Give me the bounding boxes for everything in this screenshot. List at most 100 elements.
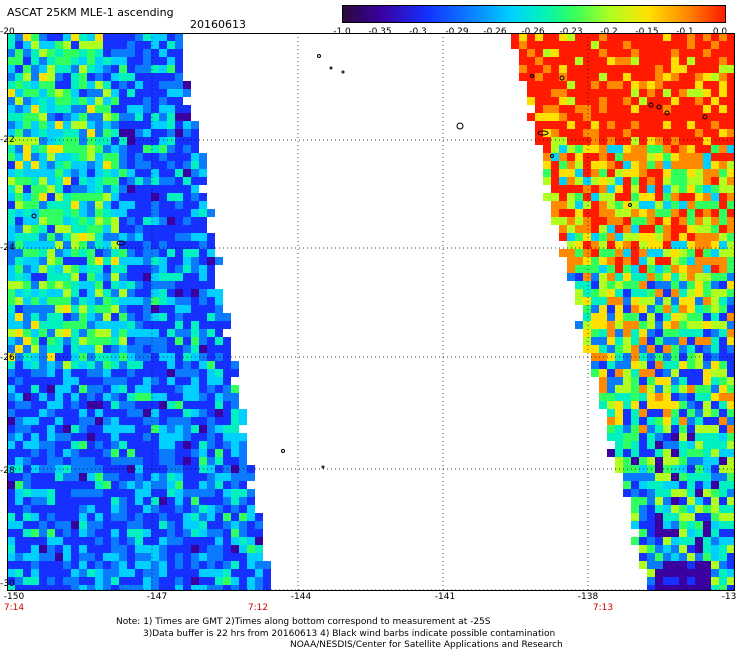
swath-pixel	[639, 145, 647, 153]
swath-pixel	[727, 41, 735, 49]
swath-pixel	[95, 385, 103, 393]
swath-pixel	[207, 585, 215, 591]
swath-pixel	[607, 385, 615, 393]
swath-pixel	[71, 433, 79, 441]
swath-pixel	[215, 441, 223, 449]
swath-pixel	[7, 313, 15, 321]
swath-pixel	[687, 169, 695, 177]
swath-pixel	[103, 73, 111, 81]
swath-pixel	[543, 33, 551, 41]
swath-pixel	[103, 33, 111, 41]
swath-pixel	[599, 105, 607, 113]
swath-pixel	[591, 89, 599, 97]
swath-pixel	[231, 457, 239, 465]
swath-pixel	[711, 409, 719, 417]
swath-pixel	[655, 193, 663, 201]
swath-pixel	[55, 113, 63, 121]
swath-pixel	[63, 473, 71, 481]
swath-pixel	[183, 257, 191, 265]
swath-pixel	[31, 289, 39, 297]
swath-pixel	[23, 105, 31, 113]
swath-pixel	[167, 489, 175, 497]
swath-pixel	[95, 89, 103, 97]
swath-pixel	[535, 65, 543, 73]
swath-pixel	[687, 273, 695, 281]
swath-pixel	[687, 289, 695, 297]
swath-pixel	[143, 369, 151, 377]
swath-pixel	[559, 217, 567, 225]
swath-pixel	[63, 417, 71, 425]
swath-pixel	[23, 241, 31, 249]
swath-pixel	[55, 49, 63, 57]
swath-pixel	[55, 297, 63, 305]
swath-pixel	[631, 425, 639, 433]
swath-pixel	[55, 345, 63, 353]
swath-pixel	[63, 121, 71, 129]
swath-pixel	[143, 561, 151, 569]
swath-pixel	[615, 249, 623, 257]
swath-pixel	[183, 545, 191, 553]
swath-pixel	[15, 401, 23, 409]
swath-pixel	[631, 89, 639, 97]
swath-pixel	[671, 57, 679, 65]
swath-pixel	[679, 81, 687, 89]
swath-pixel	[15, 449, 23, 457]
swath-pixel	[55, 505, 63, 513]
swath-pixel	[559, 49, 567, 57]
swath-pixel	[119, 177, 127, 185]
swath-pixel	[79, 521, 87, 529]
swath-pixel	[135, 177, 143, 185]
swath-pixel	[63, 497, 71, 505]
swath-pixel	[199, 513, 207, 521]
swath-pixel	[135, 521, 143, 529]
swath-pixel	[87, 561, 95, 569]
swath-pixel	[591, 145, 599, 153]
swath-pixel	[599, 393, 607, 401]
swath-pixel	[559, 225, 567, 233]
swath-pixel	[727, 313, 735, 321]
swath-pixel	[695, 129, 703, 137]
swath-pixel	[615, 273, 623, 281]
island-outline	[656, 104, 662, 110]
swath-pixel	[191, 249, 199, 257]
swath-pixel	[191, 153, 199, 161]
swath-pixel	[95, 177, 103, 185]
swath-pixel	[143, 89, 151, 97]
swath-pixel	[639, 289, 647, 297]
swath-pixel	[159, 257, 167, 265]
swath-pixel	[127, 73, 135, 81]
swath-pixel	[55, 401, 63, 409]
swath-pixel	[103, 57, 111, 65]
swath-pixel	[575, 97, 583, 105]
swath-pixel	[543, 129, 551, 137]
swath-pixel	[167, 257, 175, 265]
swath-pixel	[535, 41, 543, 49]
swath-pixel	[135, 361, 143, 369]
swath-pixel	[207, 561, 215, 569]
swath-pixel	[199, 257, 207, 265]
swath-pixel	[703, 161, 711, 169]
swath-pixel	[175, 185, 183, 193]
swath-pixel	[239, 449, 247, 457]
swath-pixel	[55, 105, 63, 113]
swath-pixel	[135, 513, 143, 521]
swath-pixel	[655, 209, 663, 217]
swath-pixel	[199, 233, 207, 241]
swath-pixel	[727, 577, 735, 585]
swath-pixel	[559, 113, 567, 121]
swath-pixel	[655, 345, 663, 353]
swath-pixel	[191, 305, 199, 313]
swath-pixel	[695, 577, 703, 585]
swath-pixel	[175, 105, 183, 113]
swath-pixel	[111, 265, 119, 273]
swath-pixel	[663, 177, 671, 185]
swath-pixel	[599, 89, 607, 97]
swath-pixel	[167, 241, 175, 249]
swath-pixel	[231, 441, 239, 449]
swath-pixel	[615, 449, 623, 457]
swath-pixel	[663, 241, 671, 249]
swath-pixel	[31, 529, 39, 537]
swath-pixel	[631, 49, 639, 57]
swath-pixel	[55, 65, 63, 73]
swath-pixel	[655, 57, 663, 65]
